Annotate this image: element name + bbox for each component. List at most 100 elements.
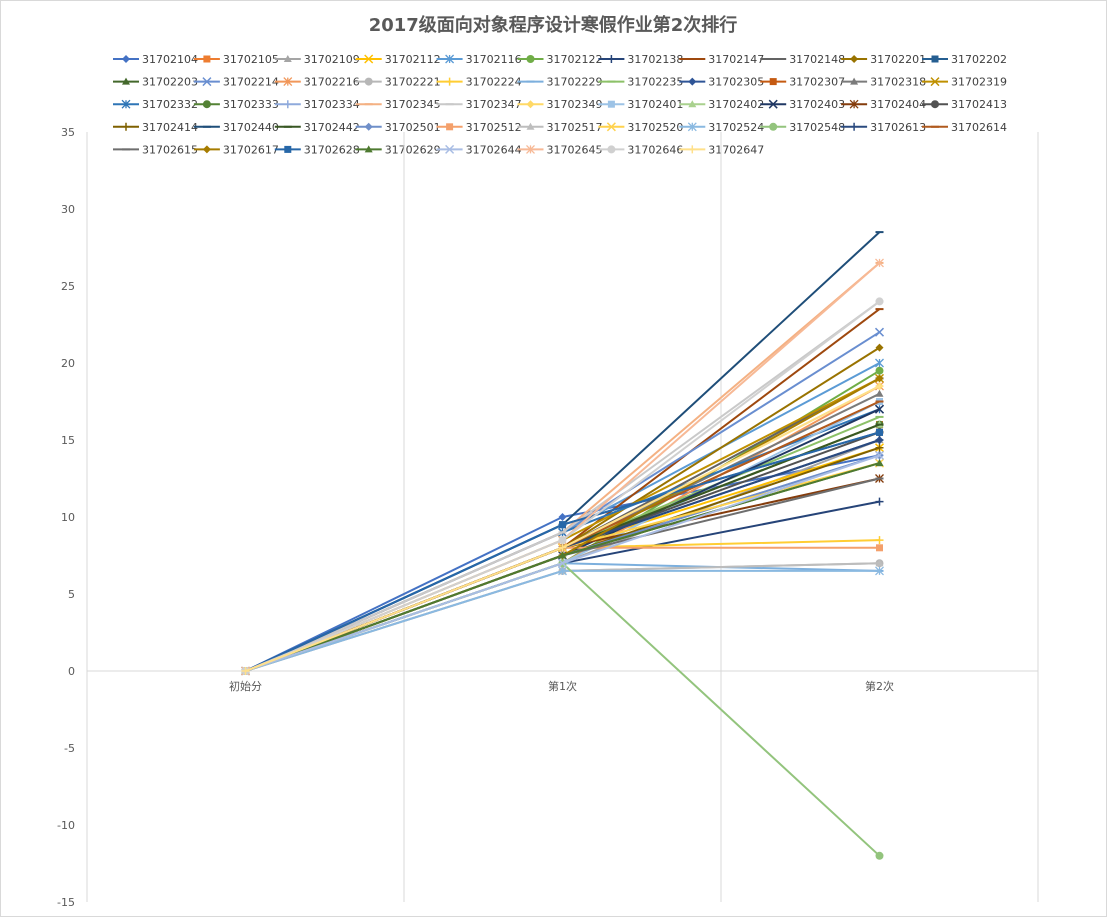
legend-item: 31702615: [113, 143, 198, 156]
legend-label: 31702647: [708, 143, 764, 156]
legend-label: 31702147: [708, 53, 764, 66]
legend-item: 31702548: [760, 121, 845, 134]
legend-label: 31702109: [304, 53, 360, 66]
legend-marker: [122, 55, 130, 63]
data-point: [875, 389, 884, 397]
legend-marker: [445, 144, 455, 154]
legend: 31702104 31702105 31702109 31702112 31702116…: [113, 53, 1007, 156]
legend-label: 31702318: [870, 76, 926, 89]
y-tick-label: 0: [68, 665, 75, 678]
legend-label: 31702548: [789, 121, 845, 134]
legend-label: 31702202: [951, 53, 1007, 66]
legend-label: 31702614: [951, 121, 1007, 134]
data-point: [558, 536, 567, 545]
legend-marker: [284, 145, 292, 153]
legend-marker: [203, 55, 211, 63]
data-point: [875, 297, 884, 306]
series-31702646: [241, 297, 884, 675]
data-point: [558, 543, 567, 552]
legend-item: 31702403: [760, 98, 845, 111]
legend-item: 31702229: [517, 76, 603, 89]
data-point: [874, 327, 885, 337]
legend-label: 31702307: [789, 76, 845, 89]
legend-marker: [849, 99, 859, 109]
legend-label: 31702214: [223, 76, 279, 89]
legend-label: 31702413: [951, 98, 1007, 111]
legend-label: 31702401: [627, 98, 683, 111]
legend-marker: [283, 77, 293, 87]
y-tick-label: 20: [61, 357, 75, 370]
legend-label: 31702644: [466, 143, 522, 156]
legend-item: 31702318: [841, 76, 926, 89]
legend-label: 31702403: [789, 98, 845, 111]
legend-label: 31702349: [547, 98, 603, 111]
legend-marker: [687, 122, 697, 132]
legend-label: 31702414: [142, 121, 198, 134]
legend-label: 31702617: [223, 143, 279, 156]
legend-label: 31702116: [466, 53, 522, 66]
data-point: [559, 521, 566, 529]
legend-item: 31702645: [517, 143, 603, 156]
legend-item: 31702414: [113, 121, 198, 134]
legend-item: 31702109: [274, 53, 360, 66]
data-point: [874, 450, 885, 460]
legend-label: 31702333: [223, 98, 279, 111]
legend-item: 31702440: [193, 121, 279, 134]
legend-label: 31702112: [385, 53, 441, 66]
legend-item: 31702332: [113, 98, 198, 111]
legend-item: 31702647: [679, 143, 764, 156]
data-point: [875, 382, 884, 391]
legend-label: 31702216: [304, 76, 360, 89]
legend-item: 31702333: [193, 98, 279, 111]
data-point: [875, 851, 884, 860]
legend-item: 31702524: [679, 121, 764, 134]
legend-label: 31702138: [627, 53, 683, 66]
legend-marker: [688, 145, 697, 154]
legend-label: 31702332: [142, 98, 198, 111]
y-tick-label: -15: [57, 896, 75, 909]
legend-marker: [202, 100, 211, 109]
legend-marker: [283, 100, 292, 109]
data-point: [558, 551, 567, 559]
gridlines: [86, 132, 1039, 902]
data-point: [876, 428, 883, 436]
data-point: [875, 566, 884, 576]
legend-marker: [931, 100, 939, 109]
legend-item: 31702122: [517, 53, 603, 66]
legend-marker: [850, 55, 859, 63]
legend-item: 31702401: [598, 98, 683, 111]
data-point: [875, 459, 884, 467]
legend-label: 31702512: [466, 121, 522, 134]
legend-marker: [364, 54, 374, 64]
legend-marker: [930, 77, 940, 87]
legend-label: 31702628: [304, 143, 360, 156]
legend-item: 31702646: [598, 143, 683, 156]
legend-marker: [121, 99, 131, 109]
legend-item: 31702404: [841, 98, 926, 111]
legend-item: 31702138: [598, 53, 683, 66]
legend-marker: [931, 55, 939, 63]
legend-item: 31702347: [436, 98, 522, 111]
legend-item: 31702216: [274, 76, 360, 89]
legend-label: 31702646: [627, 143, 683, 156]
legend-item: 31702501: [355, 121, 441, 134]
y-tick-label: 30: [61, 203, 75, 216]
data-point: [875, 536, 884, 545]
legend-marker: [445, 54, 455, 64]
legend-marker: [445, 77, 454, 86]
legend-item: 31702628: [274, 143, 360, 156]
legend-label: 31702501: [385, 121, 441, 134]
y-tick-label: 5: [68, 588, 75, 601]
data-point: [875, 497, 884, 506]
legend-label: 31702104: [142, 53, 198, 66]
data-point: [875, 436, 884, 444]
legend-item: 31702203: [113, 76, 198, 89]
legend-label: 31702319: [951, 76, 1007, 89]
legend-marker: [606, 122, 616, 132]
legend-marker: [607, 55, 616, 63]
legend-label: 31702520: [627, 121, 683, 134]
legend-marker: [526, 122, 535, 130]
legend-label: 31702517: [547, 121, 603, 134]
